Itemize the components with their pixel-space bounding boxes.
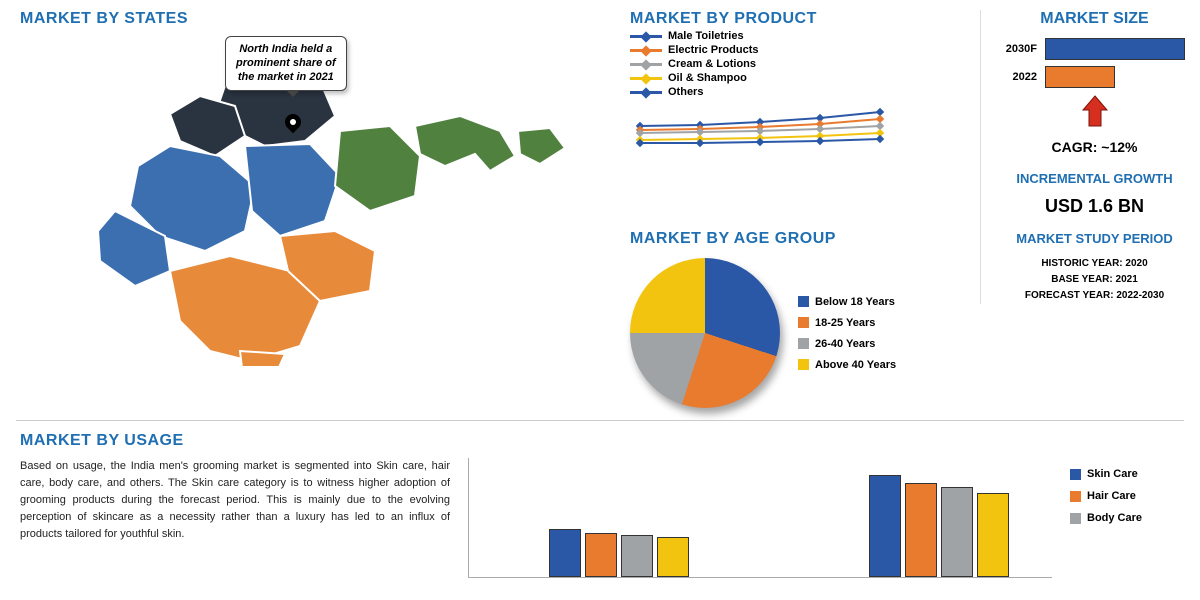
product-legend-row: .x0.8025987400178142Oil & Shampoo [630, 72, 930, 84]
legend-swatch [1070, 469, 1081, 480]
age-title: MARKET BY AGE GROUP [630, 230, 960, 248]
states-title: MARKET BY STATES [20, 10, 600, 28]
legend-label: Body Care [1087, 512, 1142, 524]
usage-bar [941, 487, 973, 577]
arrow-up-icon [1081, 94, 1109, 128]
size-title: MARKET SIZE [999, 10, 1190, 28]
market-by-usage-section: MARKET BY USAGE Based on usage, the Indi… [20, 432, 1180, 578]
legend-swatch [798, 296, 809, 307]
size-bar [1045, 38, 1185, 60]
legend-label: Below 18 Years [815, 296, 895, 308]
age-legend-row: 18-25 Years [798, 317, 896, 329]
age-legend-row: 26-40 Years [798, 338, 896, 350]
age-legend-row: Below 18 Years [798, 296, 896, 308]
market-by-product-section: MARKET BY PRODUCT .x0.1899541240686783Ma… [630, 10, 930, 179]
usage-bar [977, 493, 1009, 577]
market-size-section: MARKET SIZE 2030F 2022 CAGR: ~12% INCREME… [980, 10, 1190, 304]
india-map: North India held aprominent share ofthe … [20, 36, 580, 366]
legend-label: Male Toiletries [668, 30, 744, 42]
usage-legend-row: Body Care [1070, 512, 1180, 524]
legend-label: Electric Products [668, 44, 758, 56]
legend-label: Hair Care [1087, 490, 1136, 502]
usage-body-text: Based on usage, the India men's grooming… [20, 458, 450, 578]
age-legend: Below 18 Years 18-25 Years 26-40 Years Abov… [798, 287, 896, 380]
usage-legend-row: Hair Care [1070, 490, 1180, 502]
study-line: HISTORIC YEAR: 2020 [999, 256, 1190, 272]
incremental-growth-value: USD 1.6 BN [999, 196, 1190, 217]
map-callout: North India held aprominent share ofthe … [225, 36, 347, 91]
legend-swatch [1070, 491, 1081, 502]
age-pie-chart [630, 258, 780, 408]
legend-swatch [798, 317, 809, 328]
size-bar-label: 2030F [999, 43, 1037, 55]
usage-bar-group [549, 529, 689, 577]
incremental-growth-title: INCREMENTAL GROWTH [999, 171, 1190, 186]
product-legend-row: .x0.1899541240686783Male Toiletries [630, 30, 930, 42]
legend-swatch [798, 359, 809, 370]
legend-label: Oil & Shampoo [668, 72, 747, 84]
size-bar-row: 2030F [999, 38, 1190, 60]
product-legend-row: .x0.08381822666625405Electric Products [630, 44, 930, 56]
study-line: BASE YEAR: 2021 [999, 272, 1190, 288]
product-legend-row: .x0.9300160164718558Cream & Lotions [630, 58, 930, 70]
study-period-lines: HISTORIC YEAR: 2020BASE YEAR: 2021FORECA… [999, 256, 1190, 304]
usage-bar [869, 475, 901, 577]
size-bar-row: 2022 [999, 66, 1190, 88]
cagr-label: CAGR: ~12% [999, 139, 1190, 155]
product-legend-row: .x0.769394982412647Others [630, 86, 930, 98]
usage-legend-row: Skin Care [1070, 468, 1180, 480]
product-title: MARKET BY PRODUCT [630, 10, 930, 28]
legend-label: 18-25 Years [815, 317, 875, 329]
usage-title: MARKET BY USAGE [20, 432, 1180, 450]
legend-label: Cream & Lotions [668, 58, 756, 70]
usage-bar [657, 537, 689, 577]
product-line-chart [630, 104, 890, 174]
usage-bar-chart [468, 458, 1052, 578]
age-legend-row: Above 40 Years [798, 359, 896, 371]
usage-bar [905, 483, 937, 577]
study-line: FORECAST YEAR: 2022-2030 [999, 288, 1190, 304]
usage-bar [621, 535, 653, 577]
legend-label: Above 40 Years [815, 359, 896, 371]
legend-swatch [798, 338, 809, 349]
size-bar [1045, 66, 1115, 88]
usage-legend: Skin Care Hair Care Body Care [1070, 458, 1180, 578]
size-bar-label: 2022 [999, 71, 1037, 83]
legend-label: 26-40 Years [815, 338, 875, 350]
map-callout-text: North India held aprominent share ofthe … [236, 43, 336, 83]
legend-swatch [1070, 513, 1081, 524]
usage-bar-group [869, 475, 1009, 577]
study-period-title: MARKET STUDY PERIOD [999, 231, 1190, 246]
market-by-age-section: MARKET BY AGE GROUP Below 18 Years 18-25 … [630, 230, 960, 408]
legend-label: Others [668, 86, 703, 98]
market-by-states-section: MARKET BY STATES North Indi [20, 10, 600, 366]
product-legend: .x0.1899541240686783Male Toiletries .x0.0… [630, 30, 930, 98]
usage-bar [585, 533, 617, 577]
legend-label: Skin Care [1087, 468, 1138, 480]
size-bar-chart: 2030F 2022 [999, 38, 1190, 88]
divider [16, 420, 1184, 421]
usage-bar [549, 529, 581, 577]
